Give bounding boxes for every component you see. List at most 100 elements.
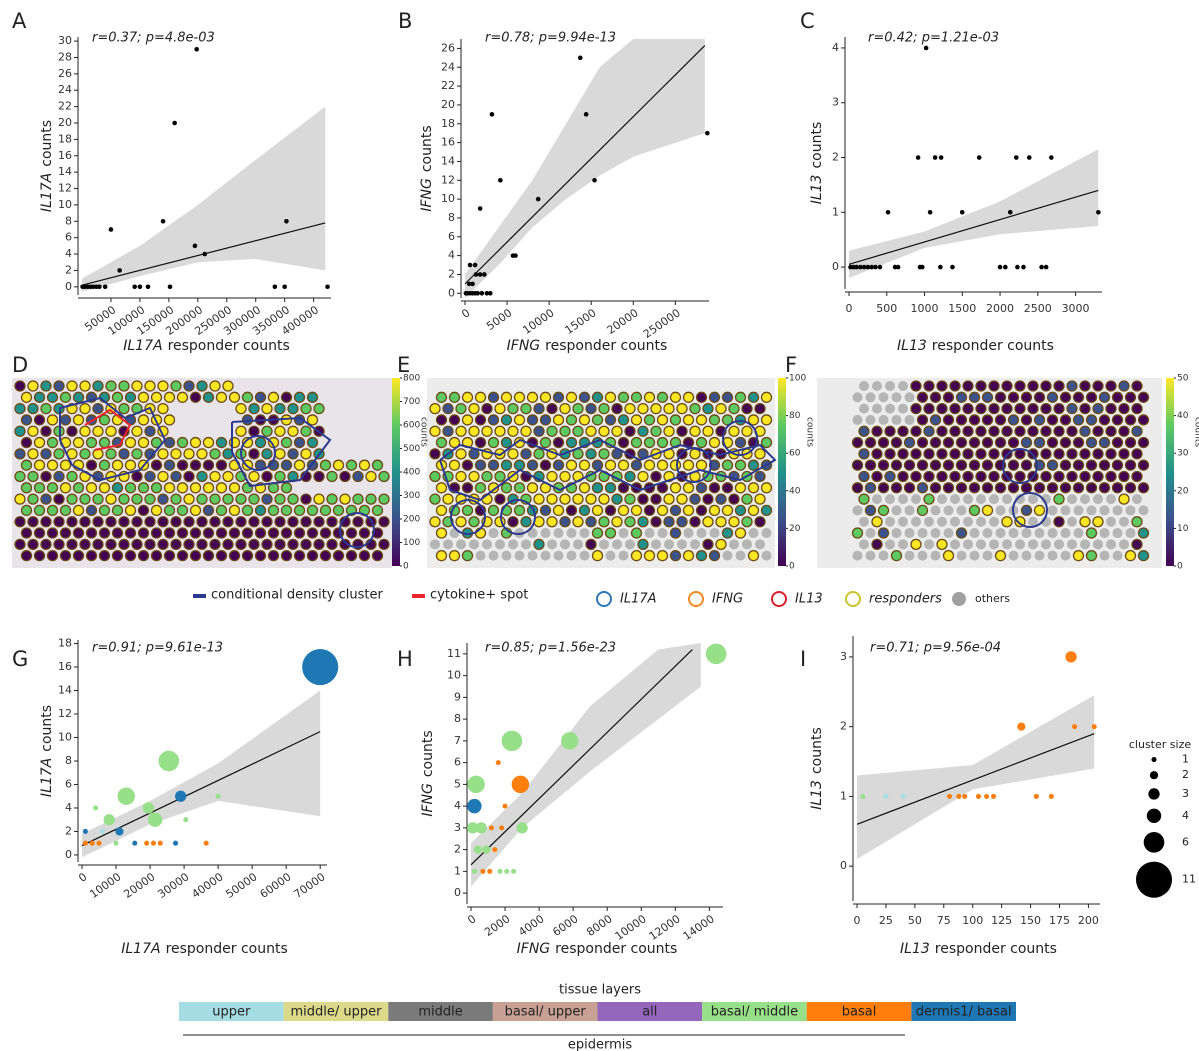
responder-spot — [489, 438, 499, 448]
x-tick-label: 60000 — [257, 870, 293, 901]
responder-spot — [301, 539, 311, 549]
responder-spot — [314, 539, 324, 549]
responder-spot — [677, 494, 687, 504]
legend-swatch — [772, 592, 786, 606]
y-tick-label: 16 — [58, 660, 72, 673]
responder-spot — [872, 471, 882, 481]
responder-spot — [282, 505, 292, 515]
other-spot — [1015, 539, 1025, 549]
data-point — [173, 841, 178, 846]
responder-spot — [1119, 381, 1129, 391]
responder-spot — [165, 438, 175, 448]
responder-spot — [288, 494, 298, 504]
size-legend-label: 3 — [1182, 787, 1189, 800]
panel-label: H — [397, 647, 413, 671]
other-spot — [476, 551, 486, 561]
responder-spot — [308, 551, 318, 561]
data-point — [109, 227, 114, 232]
x-axis-label: IFNGresponder counts — [517, 941, 678, 957]
responder-spot — [1041, 404, 1051, 414]
y-tick-label: 0 — [454, 886, 461, 899]
responder-spot — [573, 517, 583, 527]
responder-spot — [373, 505, 383, 515]
responder-spot — [217, 392, 227, 402]
responder-spot — [1067, 426, 1077, 436]
other-spot — [957, 551, 967, 561]
responder-spot — [100, 460, 110, 470]
other-spot — [905, 505, 915, 515]
responder-spot — [859, 494, 869, 504]
size-legend-marker — [1148, 788, 1159, 799]
responder-spot — [366, 471, 376, 481]
responder-spot — [1054, 426, 1064, 436]
other-spot — [898, 539, 908, 549]
other-spot — [905, 415, 915, 425]
x-tick-label: 2500 — [1024, 302, 1052, 315]
responder-spot — [586, 494, 596, 504]
other-spot — [1048, 551, 1058, 561]
x-axis-label: IL13responder counts — [900, 941, 1057, 957]
x-tick-label: 8000 — [584, 912, 614, 939]
responder-spot — [1106, 404, 1116, 414]
responder-spot — [612, 517, 622, 527]
data-point — [977, 155, 982, 160]
other-spot — [1061, 505, 1071, 515]
responder-spot — [165, 460, 175, 470]
other-spot — [918, 551, 928, 561]
other-spot — [866, 392, 876, 402]
responder-spot — [379, 471, 389, 481]
responder-spot — [710, 551, 720, 561]
responder-spot — [1087, 415, 1097, 425]
responder-spot — [230, 483, 240, 493]
other-spot — [866, 415, 876, 425]
responder-spot — [67, 471, 77, 481]
panel-label: E — [397, 353, 410, 377]
other-spot — [885, 517, 895, 527]
correlation-annotation: r=0.37; p=4.8e-03 — [92, 31, 215, 46]
data-point — [901, 794, 906, 799]
responder-spot — [87, 528, 97, 538]
data-point — [487, 869, 492, 874]
x-tick-label: 70000 — [292, 870, 328, 901]
responder-spot — [126, 551, 136, 561]
responder-spot — [612, 494, 622, 504]
data-point — [497, 869, 502, 874]
y-tick-label: 1 — [840, 789, 847, 802]
y-tick-label: 24 — [58, 83, 72, 96]
responder-spot — [152, 505, 162, 515]
responder-spot — [489, 392, 499, 402]
legend-label: IL13 — [795, 592, 823, 607]
responder-spot — [22, 392, 32, 402]
other-spot — [1041, 539, 1051, 549]
responder-spot — [204, 460, 214, 470]
responder-spot — [353, 471, 363, 481]
legend-swatch — [597, 592, 611, 606]
responder-spot — [690, 404, 700, 414]
responder-spot — [249, 471, 259, 481]
responder-spot — [48, 528, 58, 538]
responder-spot — [963, 426, 973, 436]
responder-spot — [534, 494, 544, 504]
other-spot — [989, 539, 999, 549]
other-spot — [1139, 505, 1149, 515]
responder-spot — [430, 517, 440, 527]
responder-spot — [35, 528, 45, 538]
responder-spot — [152, 460, 162, 470]
responder-spot — [256, 505, 266, 515]
panel-label: C — [800, 9, 815, 33]
responder-spot — [1106, 381, 1116, 391]
responder-spot — [113, 483, 123, 493]
responder-spot — [80, 539, 90, 549]
y-tick-label: 8 — [454, 712, 461, 725]
other-spot — [547, 539, 557, 549]
responder-spot — [547, 517, 557, 527]
responder-spot — [911, 404, 921, 414]
responder-spot — [223, 517, 233, 527]
responder-spot — [742, 426, 752, 436]
responder-spot — [924, 426, 934, 436]
responder-spot — [223, 471, 233, 481]
responder-spot — [885, 426, 895, 436]
responder-spot — [898, 449, 908, 459]
responder-spot — [554, 392, 564, 402]
responder-spot — [210, 449, 220, 459]
